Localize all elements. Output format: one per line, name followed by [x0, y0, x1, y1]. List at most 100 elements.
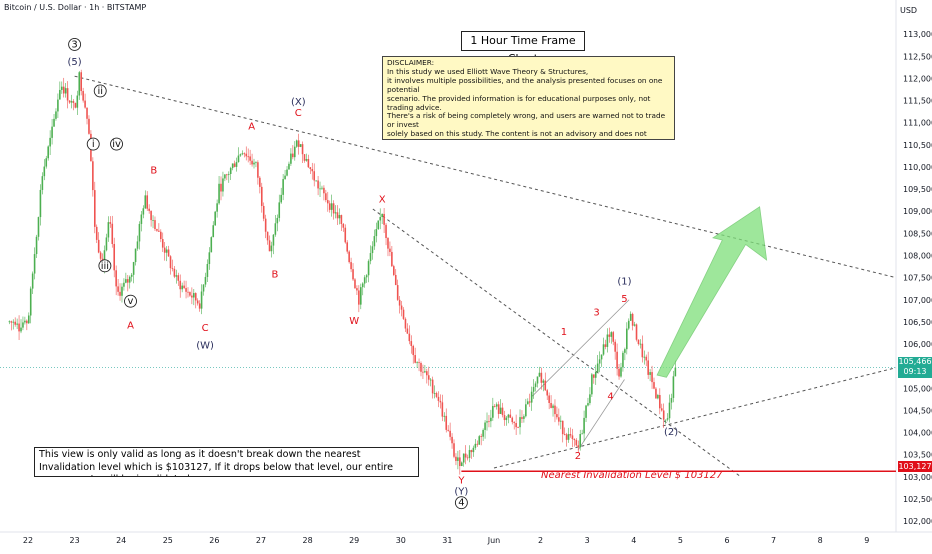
candle-body	[22, 322, 24, 328]
candle-body	[352, 269, 354, 280]
candle-body	[214, 211, 216, 226]
candle-body	[227, 173, 230, 175]
last-price-value: 105,466	[898, 357, 932, 366]
candle-body	[505, 417, 508, 421]
candle-body	[396, 285, 399, 300]
price-tick-label: 108,000	[903, 252, 932, 261]
candle-body	[200, 291, 203, 309]
candle-body	[338, 215, 341, 219]
candle-body	[262, 205, 265, 219]
candle-body	[515, 423, 517, 428]
candle-body	[222, 178, 224, 192]
candle-body	[614, 341, 616, 352]
candle-body	[476, 443, 479, 445]
candle-body	[57, 99, 59, 112]
wave-label: (W)	[196, 340, 214, 351]
candle-body	[643, 356, 646, 358]
candle-body	[257, 162, 259, 178]
wave-label: A	[248, 121, 255, 132]
wave-label: 4	[458, 498, 464, 509]
candle-body	[424, 371, 426, 373]
candle-body	[119, 291, 121, 296]
candle-body	[416, 362, 418, 364]
candle-body	[280, 194, 282, 203]
candle-body	[82, 91, 84, 101]
candle-body	[385, 224, 387, 239]
rising-support-line	[493, 367, 897, 469]
candle-body	[443, 415, 446, 417]
candle-body	[45, 158, 48, 167]
candle-body	[445, 415, 448, 430]
candle-body	[231, 163, 234, 169]
candle-body	[317, 180, 319, 189]
candle-body	[391, 251, 393, 267]
candle-body	[550, 402, 552, 408]
candle-body	[173, 268, 176, 277]
wave-label: (1)	[617, 276, 631, 287]
candle-body	[140, 214, 143, 224]
candle-body	[583, 417, 585, 434]
candle-body	[272, 234, 275, 246]
candle-body	[371, 246, 374, 254]
candle-body	[360, 287, 362, 305]
candle-body	[132, 262, 135, 275]
candle-body	[569, 434, 572, 436]
wave-label: iii	[101, 261, 109, 272]
candle-body	[321, 187, 323, 189]
candle-body	[93, 190, 96, 227]
candle-body	[526, 401, 529, 405]
candle-body	[264, 218, 267, 232]
candle-body	[367, 261, 370, 276]
candle-body	[618, 368, 620, 377]
candle-body	[579, 434, 582, 448]
candle-body	[167, 249, 170, 257]
candle-body	[193, 293, 195, 298]
candle-body	[8, 321, 11, 323]
candle-body	[492, 405, 494, 418]
candle-body	[115, 270, 117, 287]
candle-body	[346, 242, 349, 252]
price-tick-label: 109,000	[903, 207, 932, 216]
candle-body	[420, 363, 422, 372]
candle-body	[107, 222, 110, 238]
candle-body	[330, 203, 333, 210]
candle-body	[247, 156, 249, 158]
candle-body	[377, 220, 380, 230]
candle-body	[573, 439, 576, 441]
candle-body	[354, 279, 356, 289]
candle-body	[158, 230, 160, 232]
candle-body	[255, 162, 257, 164]
candle-body	[251, 160, 253, 165]
candle-body	[284, 175, 286, 180]
candle-body	[358, 290, 360, 305]
candle-body	[606, 334, 609, 347]
wave-label: Y	[457, 476, 465, 487]
candle-body	[616, 351, 618, 369]
candle-body	[181, 285, 183, 290]
candle-body	[567, 434, 570, 440]
candle-body	[78, 72, 81, 96]
candle-body	[29, 288, 32, 316]
candle-body	[208, 252, 211, 265]
wave-label: B	[150, 166, 157, 177]
price-tick-label: 113,000	[903, 30, 932, 39]
wave-label: 1	[561, 327, 567, 338]
candle-body	[482, 429, 484, 437]
candle-body	[293, 146, 296, 158]
candle-body	[266, 231, 269, 241]
candle-body	[41, 176, 44, 190]
candle-body	[142, 208, 145, 215]
timeframe-title: 1 Hour Time Frame Chart	[461, 31, 585, 65]
candle-body	[495, 404, 498, 407]
candle-body	[664, 419, 667, 421]
wave-label: X	[379, 194, 386, 205]
candle-body	[662, 410, 665, 420]
candle-body	[194, 293, 197, 301]
candle-body	[97, 239, 100, 253]
wave-label: iv	[112, 139, 121, 150]
candle-body	[125, 279, 127, 283]
candle-body	[375, 229, 378, 237]
candle-body	[163, 247, 166, 253]
